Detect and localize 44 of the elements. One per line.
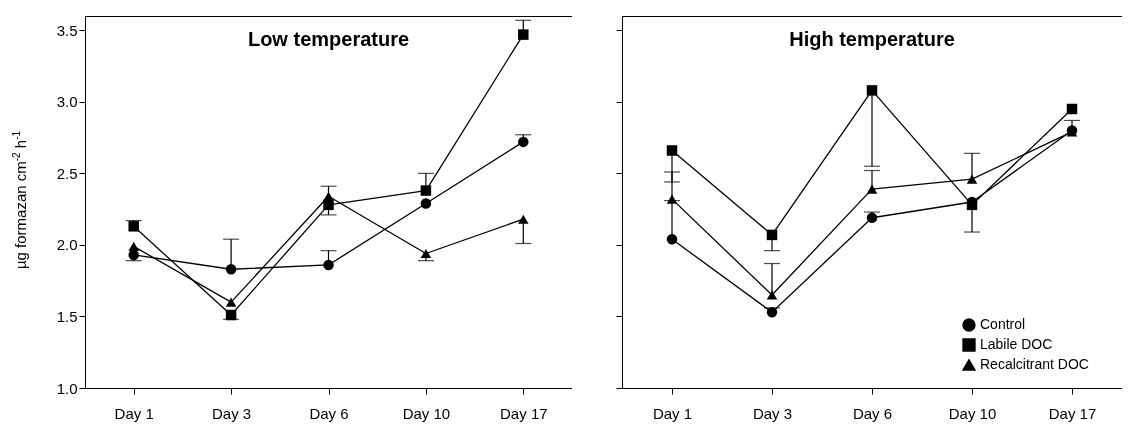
y-tick-label: 3.5 (56, 21, 78, 39)
y-tick-label: 1.0 (56, 379, 78, 397)
point (666, 145, 678, 156)
point (866, 85, 878, 96)
point (518, 29, 529, 40)
point (766, 290, 778, 300)
x-tick-label: Day 3 (212, 404, 252, 422)
point (420, 198, 432, 209)
legend-label: Recalcitrant DOC (980, 356, 1089, 372)
point (666, 233, 678, 245)
text: Low temperature (247, 28, 410, 50)
legend-label: Control (980, 316, 1026, 332)
point (766, 229, 778, 241)
point (518, 214, 529, 224)
point (128, 241, 139, 251)
point (323, 199, 334, 211)
x-tick-label: Day 10 (402, 404, 451, 422)
x-tick-label: Day 6 (852, 404, 893, 422)
point (323, 191, 334, 201)
x-tick-label: Day 6 (309, 404, 349, 422)
text: High temperature (789, 28, 955, 50)
x-tick-label: Day 17 (500, 404, 548, 422)
x-tick-label: Day 1 (114, 404, 154, 422)
point (766, 306, 778, 318)
y-tick-label: 3.0 (56, 93, 78, 111)
point (323, 259, 334, 271)
y-tick-label: 2.5 (56, 164, 78, 182)
x-tick-label: Day 10 (948, 404, 997, 422)
y-tick-label: 1.5 (56, 307, 78, 325)
x-tick-label: Day 17 (1048, 404, 1097, 422)
x-tick-label: Day 1 (652, 404, 693, 422)
point (225, 264, 237, 275)
point (666, 194, 678, 204)
point (420, 248, 432, 259)
point (225, 297, 237, 307)
point (420, 185, 432, 196)
x-tick-label: Day 3 (752, 404, 793, 422)
y-tick-label: 2.0 (56, 236, 78, 254)
point (225, 309, 237, 321)
point (1066, 103, 1078, 115)
point (866, 212, 878, 223)
legend-label: Labile DOC (980, 336, 1053, 352)
point (866, 184, 878, 194)
point (966, 174, 978, 184)
